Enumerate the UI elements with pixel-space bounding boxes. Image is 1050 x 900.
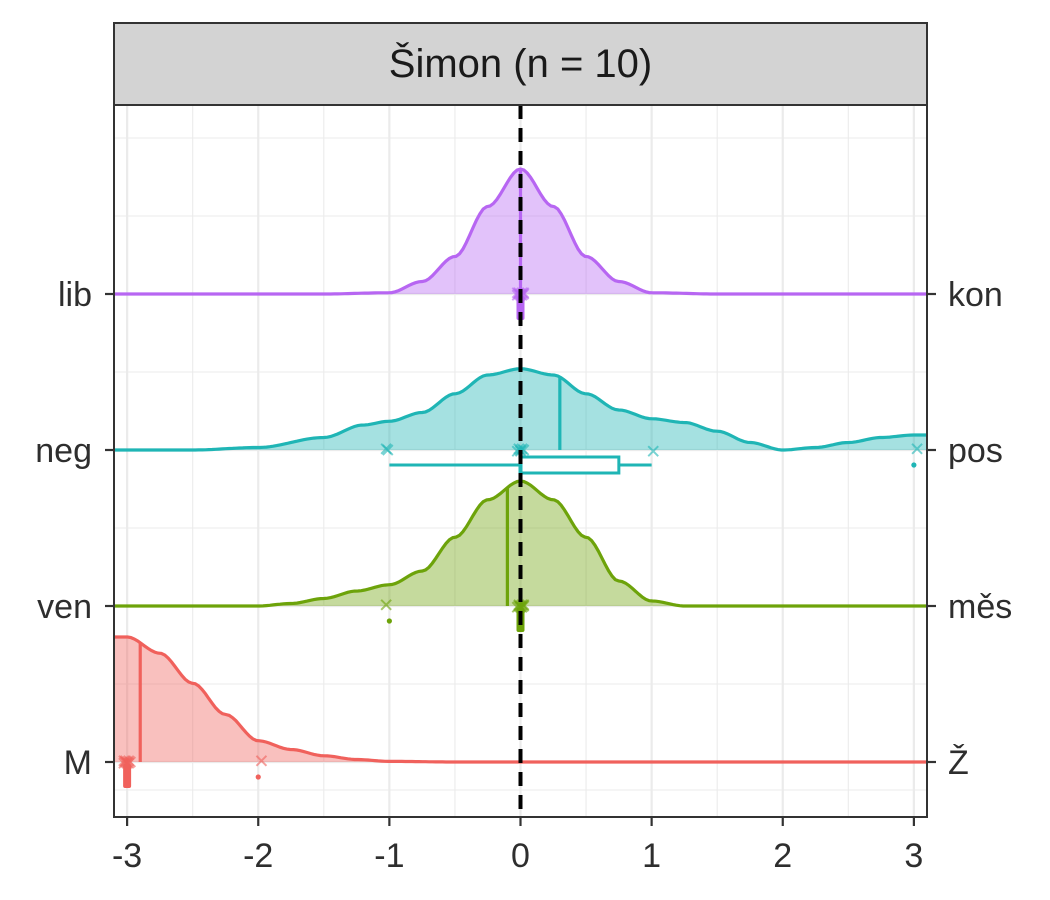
y-label-right: pos (948, 432, 1003, 470)
data-point (647, 445, 659, 457)
y-label-left: ven (37, 588, 92, 626)
facet-title: Šimon (n = 10) (389, 41, 652, 86)
y-label-right: Ž (948, 744, 969, 782)
x-tick-label: 0 (511, 837, 530, 875)
y-label-left: neg (35, 432, 92, 470)
box-outlier (386, 618, 392, 624)
density-area (114, 637, 927, 762)
data-point (911, 443, 923, 455)
x-tick-label: 1 (642, 837, 661, 875)
facet-strip (113, 22, 928, 106)
y-label-left: M (64, 744, 92, 782)
data-point (380, 599, 392, 611)
x-tick-label: -2 (243, 837, 273, 875)
box-body (519, 455, 621, 475)
box-collapsed (123, 764, 132, 788)
data-point (255, 755, 268, 767)
x-tick-label: 2 (773, 837, 792, 875)
x-tick-label: 3 (904, 837, 923, 875)
x-tick-label: -1 (374, 837, 404, 875)
x-tick-label: -3 (112, 837, 142, 875)
y-label-left: lib (58, 276, 92, 314)
y-label-right: měs (948, 588, 1012, 626)
y-label-right: kon (948, 276, 1003, 314)
box-outlier (911, 462, 917, 468)
axis-layer: -3 -2 -1 0 1 2 3 lib kon neg pos ven měs M Ž (35, 276, 1012, 875)
data-point (382, 444, 394, 456)
box-outlier (255, 774, 261, 780)
